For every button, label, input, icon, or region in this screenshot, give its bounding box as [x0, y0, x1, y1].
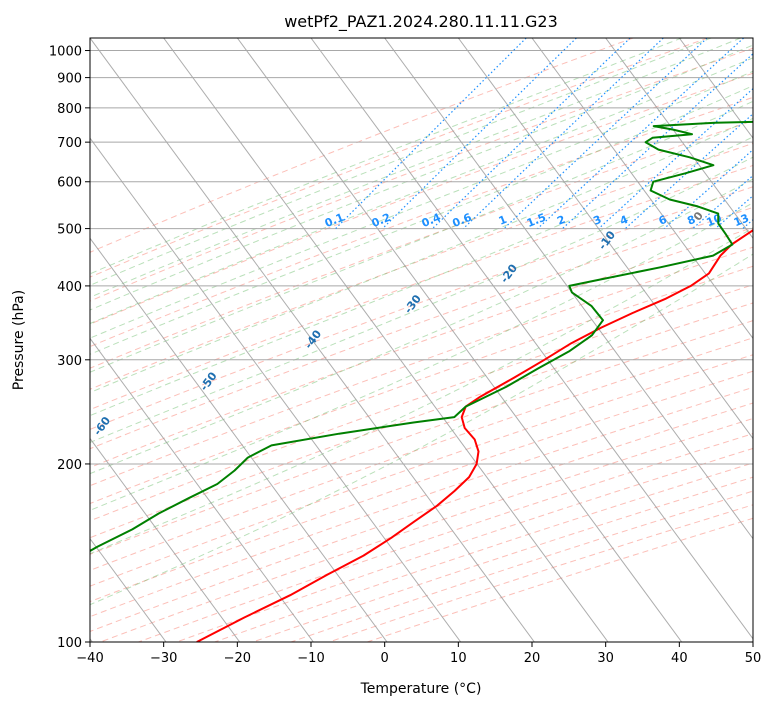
- dry-adiabat: [90, 354, 753, 587]
- moist-adiabat: [90, 38, 682, 275]
- moist-adiabat: [90, 156, 753, 443]
- y-tick-label: 400: [57, 280, 82, 295]
- y-axis-label: Pressure (hPa): [11, 290, 27, 390]
- mixing-ratio-line: [692, 174, 753, 230]
- x-tick-label: −10: [297, 651, 324, 666]
- temperature-line: [196, 229, 753, 642]
- x-tick-label: 0: [381, 651, 389, 666]
- mixing-ratio-line: [432, 38, 631, 230]
- mixing-ratio-line: [537, 38, 745, 230]
- moist-adiabat: [90, 70, 753, 339]
- moist-adiabat: [90, 57, 753, 325]
- dry-adiabat: [90, 386, 753, 618]
- mixing-ratio-lines: [335, 38, 753, 230]
- pressure-gridlines: [90, 50, 753, 642]
- dewpoint-line: [90, 120, 753, 553]
- isotherm: [384, 38, 753, 540]
- dry-adiabat: [90, 206, 753, 450]
- plot-area: -100-90-80-70-60-50-40-30-20-10010203040…: [90, 38, 753, 642]
- mixing-ratio-line: [462, 38, 664, 230]
- dry-adiabat: [90, 186, 753, 430]
- mixing-ratio-label: 1: [497, 213, 509, 228]
- mixing-ratio-label: 3: [591, 213, 603, 228]
- dry-adiabat: [90, 72, 753, 325]
- moist-adiabats: [90, 38, 753, 606]
- isotherm: [90, 437, 241, 642]
- y-tick-label: 1000: [49, 45, 82, 60]
- dry-adiabat: [90, 47, 753, 302]
- moist-adiabat: [90, 227, 753, 555]
- y-tick-label: 200: [57, 458, 82, 473]
- isotherm: [236, 38, 683, 642]
- dry-adiabat: [90, 246, 753, 487]
- dry-adiabat: [90, 38, 634, 253]
- plot-frame: [89, 37, 754, 643]
- x-axis-label: Temperature (°C): [360, 681, 482, 697]
- moist-adiabat: [90, 136, 753, 417]
- dry-adiabat: [90, 337, 753, 571]
- x-tick-label: 20: [524, 651, 541, 666]
- dry-adiabat: [90, 38, 709, 278]
- x-tick-label: 50: [745, 651, 762, 666]
- profile-series: [90, 120, 753, 642]
- x-tick-label: 10: [450, 651, 467, 666]
- moist-adiabat: [90, 178, 753, 475]
- y-tick-label: 600: [57, 176, 82, 191]
- x-tick-label: 30: [597, 651, 614, 666]
- mixing-ratio-line: [335, 38, 527, 230]
- isotherm: [605, 38, 753, 240]
- y-tick-label: 700: [57, 136, 82, 151]
- isotherm: [90, 237, 388, 642]
- mixing-ratio-label: 13: [732, 211, 751, 229]
- isotherm: [531, 38, 753, 340]
- y-axis-ticks: 1000 900 800 700 600 500 400 300 200 100: [49, 45, 90, 651]
- isotherm: [90, 337, 314, 642]
- x-axis-ticks: −40 −30 −20 −10 0 10 20 30 40 50: [76, 642, 761, 666]
- y-tick-label: 100: [57, 636, 82, 651]
- x-tick-label: −30: [150, 651, 177, 666]
- moist-adiabat: [90, 38, 741, 298]
- y-tick-label: 800: [57, 102, 82, 117]
- moist-adiabat: [90, 38, 712, 286]
- x-tick-label: −20: [224, 651, 251, 666]
- isotherm: [310, 38, 753, 640]
- dry-adiabats: [90, 38, 753, 642]
- dry-adiabat: [90, 302, 753, 539]
- y-tick-label: 900: [57, 72, 82, 87]
- mixing-ratio-label: 2: [555, 213, 567, 228]
- isotherm: [163, 38, 609, 642]
- moist-adiabat: [90, 253, 753, 606]
- dry-adiabat: [90, 120, 753, 369]
- isotherm: [457, 38, 753, 440]
- chart-title: wetPf2_PAZ1.2024.280.11.11.G23: [284, 12, 558, 32]
- moist-adiabat: [90, 100, 753, 373]
- isotherms: [90, 38, 753, 642]
- x-tick-label: −40: [76, 651, 103, 666]
- mixing-ratio-line: [624, 113, 753, 230]
- x-tick-label: 40: [671, 651, 688, 666]
- isotherm: [90, 38, 535, 642]
- y-tick-label: 500: [57, 223, 82, 238]
- mixing-ratio-label: 8: [685, 213, 697, 228]
- moist-adiabat: [90, 44, 753, 311]
- isotherm: [90, 537, 167, 642]
- y-tick-label: 300: [57, 354, 82, 369]
- mixing-ratio-line: [598, 87, 753, 230]
- dry-adiabat: [90, 96, 753, 348]
